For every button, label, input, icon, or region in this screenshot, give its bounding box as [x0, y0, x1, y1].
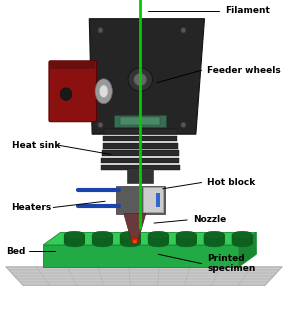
Ellipse shape — [181, 122, 186, 128]
Ellipse shape — [64, 235, 85, 243]
Bar — [101, 165, 180, 170]
Ellipse shape — [204, 237, 225, 245]
Ellipse shape — [176, 233, 197, 241]
Ellipse shape — [98, 27, 103, 33]
Ellipse shape — [232, 239, 253, 247]
Ellipse shape — [232, 235, 253, 243]
Ellipse shape — [232, 231, 253, 239]
Ellipse shape — [148, 233, 169, 241]
Text: Hot block: Hot block — [207, 178, 256, 187]
Ellipse shape — [64, 239, 85, 247]
Polygon shape — [239, 232, 256, 267]
Bar — [116, 186, 165, 214]
Ellipse shape — [120, 231, 141, 239]
Ellipse shape — [98, 122, 103, 128]
Bar — [156, 193, 160, 207]
Ellipse shape — [120, 233, 141, 241]
Ellipse shape — [64, 231, 85, 239]
Ellipse shape — [92, 233, 113, 241]
Bar — [104, 129, 177, 134]
Ellipse shape — [120, 235, 141, 243]
Ellipse shape — [128, 68, 153, 91]
Bar — [143, 187, 163, 212]
Bar — [120, 117, 160, 125]
Ellipse shape — [120, 239, 141, 247]
Bar — [103, 143, 178, 149]
Ellipse shape — [148, 237, 169, 245]
Ellipse shape — [176, 235, 197, 243]
Bar — [102, 150, 179, 156]
Text: Filament: Filament — [225, 7, 270, 15]
Text: Bed: Bed — [6, 247, 25, 256]
Ellipse shape — [95, 79, 112, 104]
Polygon shape — [124, 214, 146, 240]
Ellipse shape — [232, 237, 253, 245]
Text: Feeder wheels: Feeder wheels — [207, 66, 281, 75]
Ellipse shape — [64, 233, 85, 241]
Ellipse shape — [148, 231, 169, 239]
Bar — [101, 158, 179, 163]
Polygon shape — [43, 245, 239, 267]
Ellipse shape — [64, 237, 85, 245]
Polygon shape — [6, 267, 282, 285]
Ellipse shape — [99, 85, 108, 97]
Ellipse shape — [181, 27, 186, 33]
Ellipse shape — [92, 231, 113, 239]
Ellipse shape — [92, 237, 113, 245]
Polygon shape — [43, 232, 256, 245]
Ellipse shape — [120, 237, 141, 245]
Ellipse shape — [204, 233, 225, 241]
Bar — [127, 168, 153, 183]
Ellipse shape — [176, 239, 197, 247]
Ellipse shape — [204, 235, 225, 243]
Bar — [114, 115, 166, 127]
Text: Nozzle: Nozzle — [193, 216, 226, 224]
Ellipse shape — [148, 239, 169, 247]
Ellipse shape — [148, 235, 169, 243]
Ellipse shape — [131, 237, 139, 243]
Ellipse shape — [232, 233, 253, 241]
Ellipse shape — [176, 237, 197, 245]
Bar — [103, 136, 177, 141]
Text: Heaters: Heaters — [12, 203, 52, 212]
Ellipse shape — [133, 240, 137, 243]
Ellipse shape — [134, 73, 147, 86]
Text: Heat sink: Heat sink — [12, 141, 60, 149]
FancyBboxPatch shape — [49, 61, 96, 122]
Ellipse shape — [92, 235, 113, 243]
Polygon shape — [89, 19, 204, 134]
Ellipse shape — [204, 239, 225, 247]
Bar — [50, 62, 95, 69]
Ellipse shape — [204, 231, 225, 239]
Ellipse shape — [92, 239, 113, 247]
Text: Printed
specimen: Printed specimen — [207, 254, 256, 273]
Ellipse shape — [60, 88, 72, 100]
Ellipse shape — [176, 231, 197, 239]
